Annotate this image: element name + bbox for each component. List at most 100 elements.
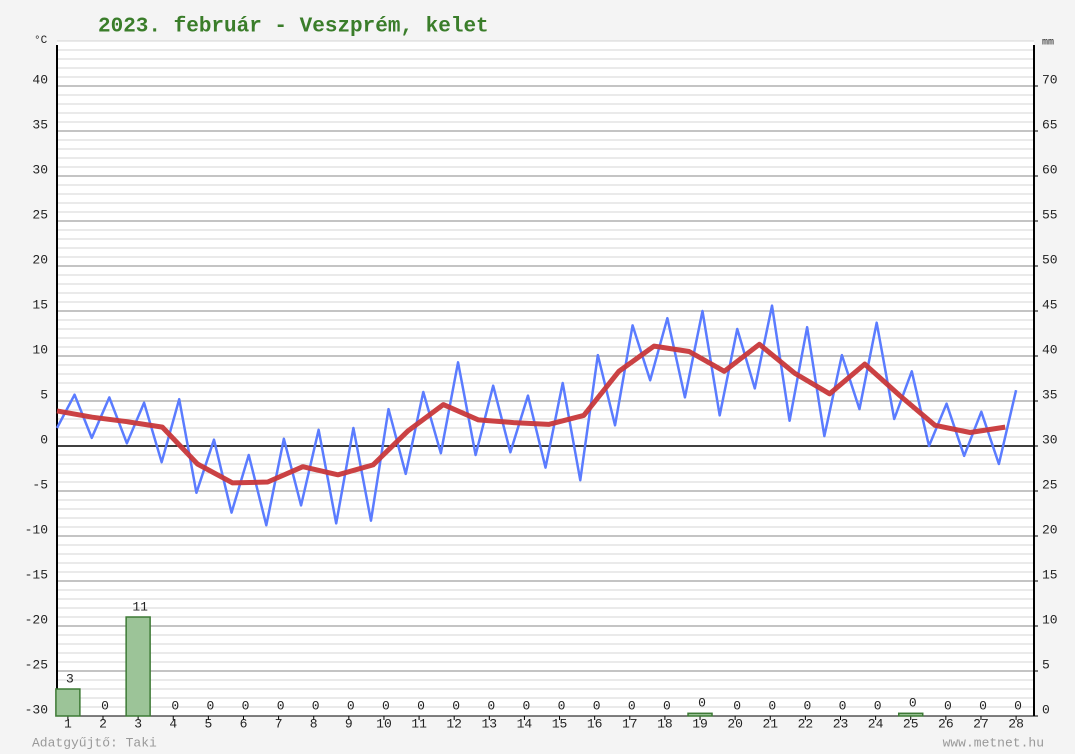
bar-value-label: 0: [733, 698, 741, 713]
y-tick-label: -10: [25, 522, 48, 537]
x-tick-label: 18: [657, 716, 673, 731]
x-tick-label: 12: [446, 716, 462, 731]
y2-tick-label: 65: [1042, 117, 1058, 132]
y2-tick-label: 25: [1042, 477, 1058, 492]
plot-area: [57, 41, 1034, 716]
bar-value-label: 0: [839, 698, 847, 713]
x-tick-label: 17: [622, 716, 638, 731]
y-tick-label: -5: [32, 477, 48, 492]
precip-bar: [897, 712, 924, 717]
bar-value-label: 0: [768, 698, 776, 713]
precip-bar: [55, 688, 81, 717]
bar-value-label: 11: [132, 599, 148, 614]
x-tick-label: 19: [692, 716, 708, 731]
bar-value-label: 0: [593, 698, 601, 713]
source-right: www.metnet.hu: [943, 735, 1044, 750]
bar-value-label: 0: [242, 698, 250, 713]
x-tick-label: 25: [903, 716, 919, 731]
y2-tick-label: 70: [1042, 72, 1058, 87]
y-tick-label: 30: [32, 162, 48, 177]
y-tick-label: 5: [40, 387, 48, 402]
y2-tick-label: 45: [1042, 297, 1058, 312]
x-tick-label: 22: [798, 716, 814, 731]
bar-value-label: 0: [909, 696, 917, 711]
bar-value-label: 0: [347, 698, 355, 713]
y-tick-label: 20: [32, 252, 48, 267]
y-tick-label: -15: [25, 567, 48, 582]
y2-tick-label: 40: [1042, 342, 1058, 357]
chart-title: 2023. február - Veszprém, kelet: [98, 16, 489, 39]
temperature-line: [55, 304, 1018, 527]
bar-value-label: 0: [171, 698, 179, 713]
y2-tick-label: 10: [1042, 612, 1058, 627]
bar-value-label: 0: [628, 698, 636, 713]
x-tick-label: 26: [938, 716, 954, 731]
y-tick-label: -20: [25, 612, 48, 627]
y2-tick-label: 15: [1042, 567, 1058, 582]
x-tick-label: 13: [482, 716, 498, 731]
bar-value-label: 0: [523, 698, 531, 713]
y-tick-label: 25: [32, 207, 48, 222]
x-tick-label: 27: [973, 716, 989, 731]
bar-value-label: 0: [874, 698, 882, 713]
y2-tick-label: 60: [1042, 162, 1058, 177]
y-tick-label: -25: [25, 657, 48, 672]
bar-value-label: 0: [277, 698, 285, 713]
x-tick-label: 11: [411, 716, 427, 731]
x-tick-label: 24: [868, 716, 884, 731]
x-tick-label: 16: [587, 716, 603, 731]
x-tick-label: 20: [727, 716, 743, 731]
precip-bar: [687, 712, 713, 717]
x-tick-label: 6: [240, 716, 248, 731]
y2-tick-label: 55: [1042, 207, 1058, 222]
x-tick-label: 10: [376, 716, 392, 731]
x-tick-label: 5: [204, 716, 212, 731]
x-tick-label: 1: [64, 716, 72, 731]
y2-tick-label: 50: [1042, 252, 1058, 267]
bar-value-label: 0: [803, 698, 811, 713]
source-left: Adatgyűjtő: Taki: [32, 735, 157, 750]
x-tick-label: 23: [833, 716, 849, 731]
bar-value-label: 0: [944, 698, 952, 713]
bar-value-label: 0: [487, 698, 495, 713]
bar-value-label: 0: [382, 698, 390, 713]
y-tick-label: -30: [25, 702, 48, 717]
x-tick-label: 3: [134, 716, 142, 731]
x-tick-label: 21: [762, 716, 778, 731]
x-tick-label: 4: [169, 716, 177, 731]
bar-value-label: 3: [66, 671, 74, 686]
x-tick-label: 14: [517, 716, 533, 731]
bar-value-label: 0: [1014, 698, 1022, 713]
x-tick-label: 9: [345, 716, 353, 731]
bar-value-label: 0: [101, 698, 109, 713]
y-tick-label: 35: [32, 117, 48, 132]
x-tick-label: 15: [552, 716, 568, 731]
x-tick-label: 2: [99, 716, 107, 731]
bar-value-label: 0: [206, 698, 214, 713]
bar-value-label: 0: [417, 698, 425, 713]
x-tick-label: 7: [275, 716, 283, 731]
y2-tick-label: 0: [1042, 702, 1050, 717]
bar-value-label: 0: [452, 698, 460, 713]
bar-value-label: 0: [558, 698, 566, 713]
y-tick-label: 10: [32, 342, 48, 357]
y2-tick-label: 35: [1042, 387, 1058, 402]
precip-bar: [125, 616, 151, 717]
y2-tick-label: 30: [1042, 432, 1058, 447]
y2-tick-label: 5: [1042, 657, 1050, 672]
x-tick-label: 8: [310, 716, 318, 731]
bar-value-label: 0: [663, 698, 671, 713]
y-tick-label: 40: [32, 72, 48, 87]
y-tick-label: 0: [40, 432, 48, 447]
y2-tick-label: 20: [1042, 522, 1058, 537]
bar-value-label: 0: [312, 698, 320, 713]
x-tick-label: 28: [1008, 716, 1024, 731]
temperature-line: [56, 341, 1006, 486]
bar-value-label: 0: [698, 696, 706, 711]
bar-value-label: 0: [979, 698, 987, 713]
y-tick-label: 15: [32, 297, 48, 312]
y2-unit-label: mm: [1042, 38, 1054, 49]
y-unit-label: °C: [34, 35, 48, 47]
